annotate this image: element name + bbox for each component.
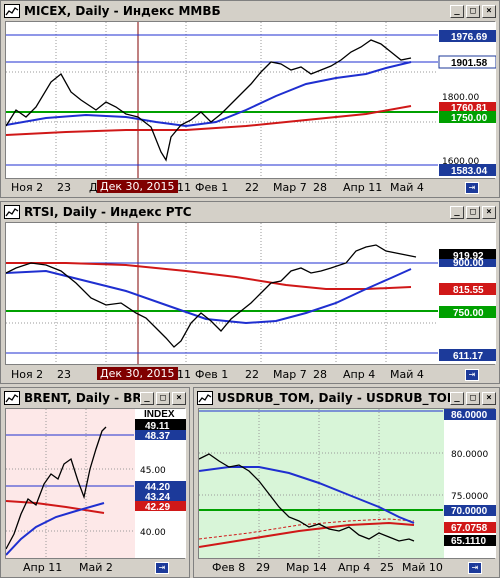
micex-window: MICEX, Daily - Индекс ММВБ _ □ × 1800.00…	[0, 0, 500, 198]
scroll-end-button[interactable]: ⇥	[465, 369, 479, 381]
rtsi-window: RTSI, Daily - Индекс РТС _ □ × 919.92 90	[0, 201, 500, 384]
maximize-button[interactable]: □	[466, 391, 480, 405]
x-label: Май 2	[79, 561, 113, 574]
tag-current: 1901.58	[451, 58, 488, 69]
close-button[interactable]: ×	[482, 4, 496, 18]
tag-green: 70.0000	[451, 506, 488, 517]
rtsi-titlebar[interactable]: RTSI, Daily - Индекс РТС _ □ ×	[2, 203, 498, 221]
tag-blue: 900.00	[453, 258, 484, 269]
tag-current: 49.11	[145, 421, 170, 432]
micex-titlebar[interactable]: MICEX, Daily - Индекс ММВБ _ □ ×	[2, 2, 498, 20]
window-title: MICEX, Daily - Индекс ММВБ	[24, 4, 221, 18]
x-label: Апр 4	[338, 561, 371, 574]
x-label: Май 4	[390, 181, 424, 194]
micex-time-axis: Ноя 2 23 Д Дек 30, 2015 11 Фев 1 22 Мар …	[5, 180, 495, 196]
axis-label-1800: 1800.00	[442, 93, 479, 103]
tag-mid: 43.24	[145, 492, 170, 503]
rtsi-chart[interactable]: 919.92 900.00 815.55 750.00 611.17	[5, 222, 496, 365]
tag-red: 815.55	[453, 285, 484, 296]
x-label: Мар 7	[273, 368, 307, 381]
x-label: Мар 14	[286, 561, 327, 574]
axis-label-80: 80.0000	[451, 450, 488, 460]
x-label: Май 4	[390, 368, 424, 381]
brent-chart[interactable]: INDEX 49.11 48.37 45.00 44.20 43.24 42.2…	[5, 408, 186, 559]
index-label: INDEX	[144, 409, 175, 420]
x-label: 23	[57, 368, 71, 381]
tag-upper: 1976.69	[451, 32, 488, 43]
x-label: Апр 11	[343, 181, 383, 194]
axis-label-40: 40.00	[140, 528, 166, 538]
usdrub-titlebar[interactable]: USDRUB_TOM, Daily - USDRUB_TOM _ □ ×	[195, 389, 498, 407]
x-label: 29	[256, 561, 270, 574]
axis-label-1600: 1600.00	[442, 157, 479, 167]
x-label: 22	[245, 181, 259, 194]
tag-current: 919.92	[453, 251, 484, 262]
x-label: Фев 1	[195, 368, 229, 381]
brent-window: BRENT, Daily - BR... _ □ × INDEX 49.11 4…	[0, 387, 190, 578]
micex-chart[interactable]: 1800.00 1600.00 1976.69 1901.58 1760.81 …	[5, 21, 496, 179]
x-label: 28	[313, 368, 327, 381]
cursor-date: Дек 30, 2015	[97, 367, 178, 380]
x-label: Апр 11	[23, 561, 63, 574]
x-label: 11	[177, 368, 191, 381]
scroll-end-button[interactable]: ⇥	[155, 562, 169, 574]
tag-red: 42.29	[145, 502, 170, 513]
minimize-button[interactable]: _	[450, 391, 464, 405]
tag-green: 1750.00	[451, 113, 488, 124]
maximize-button[interactable]: □	[156, 391, 170, 405]
maximize-button[interactable]: □	[466, 205, 480, 219]
tag-lower: 1583.04	[451, 166, 488, 177]
cursor-date: Дек 30, 2015	[97, 180, 178, 193]
close-button[interactable]: ×	[172, 391, 186, 405]
usdrub-time-axis: Фев 8 29 Мар 14 Апр 4 25 Май 10 ⇥	[198, 560, 495, 576]
axis-label-45: 45.00	[140, 466, 166, 476]
window-title: BRENT, Daily - BR...	[24, 391, 140, 405]
rtsi-time-axis: Ноя 2 23 Дек 30, 2015 11 Фев 1 22 Мар 7 …	[5, 367, 495, 383]
usdrub-chart[interactable]: 86.0000 80.0000 75.0000 70.0000 67.0758 …	[198, 408, 496, 559]
tag-blue: 44.20	[145, 482, 170, 493]
scroll-end-button[interactable]: ⇥	[465, 182, 479, 194]
scroll-end-button[interactable]: ⇥	[468, 562, 482, 574]
x-label: Ноя 2	[11, 181, 44, 194]
x-label: 11	[177, 181, 191, 194]
close-button[interactable]: ×	[482, 205, 496, 219]
tag-upper: 86.0000	[451, 410, 488, 421]
chart-icon	[4, 4, 20, 18]
x-label: Д	[89, 181, 98, 194]
usdrub-window: USDRUB_TOM, Daily - USDRUB_TOM _ □ × 86.…	[193, 387, 500, 578]
tag-lower: 611.17	[453, 351, 483, 362]
minimize-button[interactable]: _	[450, 4, 464, 18]
window-title: RTSI, Daily - Индекс РТС	[24, 205, 192, 219]
axis-label-75: 75.0000	[451, 492, 488, 502]
brent-time-axis: Апр 11 Май 2 ⇥	[5, 560, 185, 576]
chart-icon	[197, 391, 213, 405]
minimize-button[interactable]: _	[140, 391, 154, 405]
brent-titlebar[interactable]: BRENT, Daily - BR... _ □ ×	[2, 389, 188, 407]
chart-icon	[4, 205, 20, 219]
maximize-button[interactable]: □	[466, 4, 480, 18]
window-title: USDRUB_TOM, Daily - USDRUB_TOM	[217, 391, 450, 405]
x-label: Май 10	[402, 561, 443, 574]
x-label: Апр 4	[343, 368, 376, 381]
tag-upper: 48.37	[145, 431, 170, 442]
x-label: 28	[313, 181, 327, 194]
x-label: Фев 1	[195, 181, 229, 194]
x-label: Фев 8	[212, 561, 246, 574]
close-button[interactable]: ×	[482, 391, 496, 405]
tag-red: 1760.81	[451, 103, 488, 114]
minimize-button[interactable]: _	[450, 205, 464, 219]
tag-current: 65.1110	[451, 536, 486, 547]
x-label: 23	[57, 181, 71, 194]
tag-red: 67.0758	[451, 523, 488, 534]
x-label: 25	[380, 561, 394, 574]
x-label: Ноя 2	[11, 368, 44, 381]
chart-icon	[4, 391, 20, 405]
x-label: Мар 7	[273, 181, 307, 194]
x-label: 22	[245, 368, 259, 381]
tag-green: 750.00	[453, 308, 484, 319]
